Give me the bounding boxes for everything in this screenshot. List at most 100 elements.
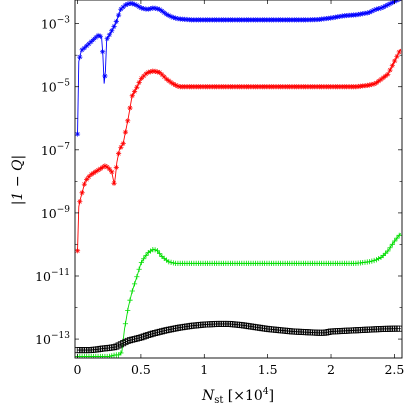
data-point (138, 5, 145, 11)
data-point (81, 181, 87, 187)
data-point (88, 171, 94, 178)
data-point (373, 6, 379, 12)
data-point (77, 198, 83, 205)
data-point (141, 73, 147, 79)
data-point (81, 45, 87, 51)
data-point (106, 353, 113, 358)
data-point (152, 5, 158, 11)
data-point (109, 353, 115, 358)
series-1 (75, 0, 402, 137)
data-point (378, 5, 384, 11)
data-point (84, 176, 90, 183)
data-point (104, 35, 110, 42)
data-point (152, 247, 158, 253)
data-point (136, 79, 142, 86)
data-point (170, 81, 176, 87)
data-point (77, 54, 83, 60)
data-point (175, 83, 181, 89)
data-point (385, 248, 391, 254)
data-point (369, 258, 375, 264)
data-point (328, 15, 334, 21)
data-point (138, 75, 145, 81)
data-point (113, 164, 119, 171)
data-point (382, 250, 389, 256)
data-point (396, 232, 402, 238)
y-tick-label: 10−7 (41, 142, 70, 158)
data-point (136, 4, 142, 10)
data-point (134, 274, 140, 280)
data-point (337, 13, 343, 20)
data-point (161, 10, 167, 16)
data-point (97, 33, 103, 39)
data-point (102, 73, 108, 79)
data-point (141, 256, 147, 262)
data-point (100, 164, 106, 170)
data-point (376, 255, 382, 262)
y-tick-label: 10−11 (35, 268, 70, 284)
data-point (86, 41, 92, 47)
data-point (371, 257, 377, 264)
data-point (173, 15, 179, 21)
data-point (116, 151, 122, 157)
data-point (138, 259, 145, 266)
data-point (125, 1, 131, 7)
data-point (125, 118, 131, 124)
y-axis-label: |1 − Q| (10, 155, 26, 205)
data-point (109, 169, 115, 175)
data-point (382, 3, 389, 9)
series-4 (75, 320, 402, 354)
data-point (106, 166, 113, 172)
data-point (362, 10, 368, 16)
data-point (120, 4, 126, 10)
data-point (163, 76, 170, 82)
x-tick-label: 1.5 (258, 362, 278, 377)
x-axis-label: Nst [×104] (201, 387, 274, 406)
data-point (109, 28, 115, 34)
data-point (387, 67, 393, 73)
data-point (97, 166, 103, 172)
data-point (376, 78, 382, 84)
data-point (376, 6, 382, 12)
data-point (90, 36, 97, 43)
series-2 (75, 48, 402, 254)
y-tick-label: 10−5 (41, 79, 70, 95)
data-point (95, 32, 101, 39)
data-point (143, 252, 149, 259)
series-layer (75, 0, 402, 358)
data-point (360, 11, 366, 17)
data-point (86, 174, 92, 180)
data-point (378, 76, 384, 83)
data-point (129, 1, 135, 7)
y-tick-label: 10−9 (41, 205, 70, 221)
data-point (131, 1, 138, 7)
data-point (394, 53, 400, 60)
data-point (111, 180, 117, 186)
data-point (385, 71, 391, 77)
data-point (396, 49, 402, 55)
data-point (357, 11, 364, 17)
data-point (145, 69, 151, 75)
data-point (385, 2, 391, 8)
data-point (157, 250, 163, 257)
data-point (118, 144, 124, 150)
data-point (104, 164, 110, 170)
data-point (335, 14, 341, 20)
data-point (129, 288, 135, 294)
data-point (131, 88, 138, 95)
data-point (373, 80, 379, 86)
series-line (77, 48, 402, 251)
data-point (163, 11, 170, 17)
data-point (161, 74, 167, 80)
data-point (355, 11, 361, 18)
data-point (392, 238, 398, 244)
data-point (382, 73, 389, 79)
data-point (389, 0, 395, 6)
data-point (118, 6, 124, 12)
data-point (168, 13, 174, 20)
data-point (79, 47, 85, 53)
data-point (380, 75, 386, 81)
x-tick-label: 2 (327, 362, 335, 377)
data-point (157, 69, 163, 76)
data-point (330, 15, 336, 21)
data-point (75, 131, 81, 137)
